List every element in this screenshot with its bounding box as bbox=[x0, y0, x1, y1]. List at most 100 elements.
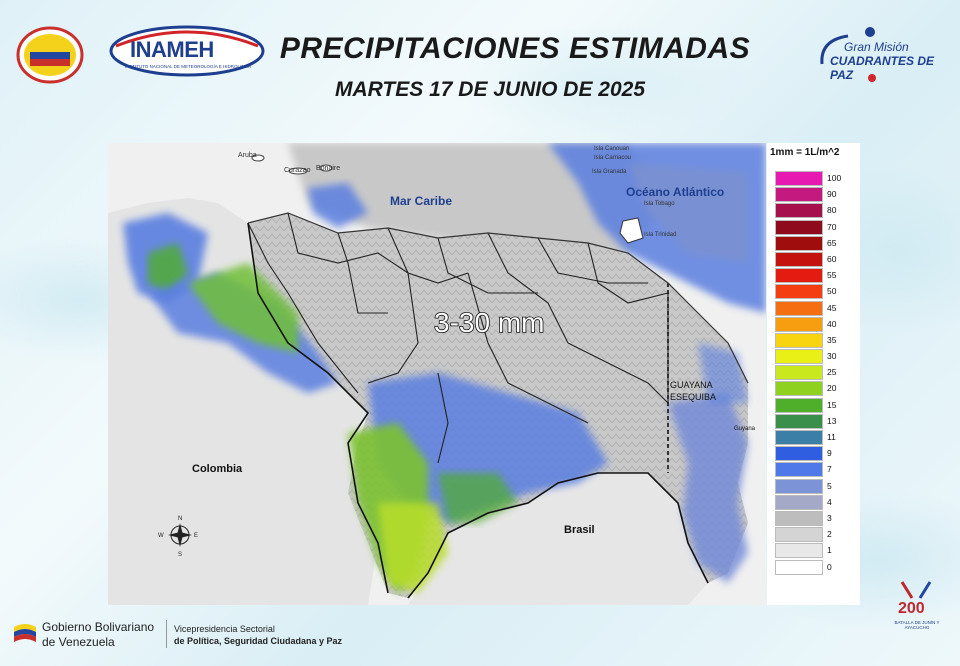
legend-row: 13 bbox=[775, 413, 836, 430]
legend-label: 90 bbox=[827, 189, 837, 200]
legend-label: 0 bbox=[827, 561, 832, 572]
compass-e: E bbox=[194, 533, 198, 539]
legend-swatch bbox=[775, 284, 823, 300]
legend-label: 4 bbox=[827, 496, 832, 507]
legend-row: 90 bbox=[775, 187, 836, 203]
bicentennial-number: 200 bbox=[898, 600, 925, 617]
legend-label: 60 bbox=[827, 253, 837, 264]
label-canouan: Isla Canouan bbox=[594, 146, 629, 152]
country-borders bbox=[247, 222, 709, 599]
rain-zulia-green bbox=[148, 243, 188, 293]
legend-swatch bbox=[775, 413, 823, 429]
precipitation-legend: 100 90 80 70 65 60 55 50 45 40 35 30 25 20 15 13 11 9 7 5 4 3… bbox=[775, 171, 841, 576]
legend-row: 30 bbox=[775, 349, 836, 365]
legend-row: 25 bbox=[775, 365, 836, 381]
venezuela-seal-logo bbox=[16, 26, 84, 84]
rain-amazonas-yellow bbox=[378, 503, 448, 593]
inameh-logo: INAMEH INSTITUTO NACIONAL DE METEOROLOGÍ… bbox=[108, 24, 266, 78]
legend-label: 1 bbox=[827, 545, 832, 556]
label-oceano-atlantico: Océano Atlántico bbox=[626, 185, 724, 199]
label-tobago: Isla Tobago bbox=[644, 201, 675, 207]
label-esequiba: ESEQUIBA bbox=[670, 392, 716, 402]
page-title: PRECIPITACIONES ESTIMADAS bbox=[279, 32, 751, 65]
state-borders bbox=[247, 212, 669, 464]
legend-row: 15 bbox=[775, 397, 836, 414]
legend-row: 20 bbox=[775, 381, 836, 397]
legend-label: 40 bbox=[827, 318, 837, 329]
legend-label: 55 bbox=[827, 270, 837, 281]
legend-row: 40 bbox=[775, 316, 836, 333]
legend-swatch bbox=[775, 219, 823, 235]
legend-row: 3 bbox=[775, 510, 832, 527]
label-guyana: Guyana bbox=[734, 426, 756, 432]
abc-islands bbox=[251, 154, 333, 175]
legend-label: 7 bbox=[827, 464, 832, 475]
legend-label: 30 bbox=[827, 351, 837, 362]
compass-w: W bbox=[158, 533, 164, 539]
legend-label: 9 bbox=[827, 448, 832, 459]
legend-label: 100 bbox=[827, 173, 842, 183]
vice-line2: de Política, Seguridad Ciudadana y Paz bbox=[174, 636, 343, 646]
legend-label: 35 bbox=[827, 334, 837, 345]
legend-swatch bbox=[775, 527, 823, 543]
legend-label: 3 bbox=[827, 512, 832, 523]
label-brasil: Brasil bbox=[564, 524, 595, 536]
precipitation-map: Aruba Curazao Bonaire Isla Canouan Isla … bbox=[108, 143, 766, 605]
label-mar-caribe: Mar Caribe bbox=[390, 194, 452, 208]
brasil-land bbox=[408, 473, 708, 605]
legend-swatch bbox=[775, 430, 823, 445]
legend-label: 13 bbox=[827, 415, 837, 426]
inameh-logo-text: INAMEH bbox=[130, 37, 214, 62]
legend-label: 20 bbox=[827, 383, 837, 394]
legend-row: 80 bbox=[775, 203, 836, 219]
legend-row: 45 bbox=[775, 300, 836, 317]
legend-row: 70 bbox=[775, 219, 836, 236]
legend-swatch bbox=[775, 478, 823, 494]
gob-line1: Gobierno Bolivariano bbox=[42, 620, 155, 634]
gran-mision-line1: Gran Misión bbox=[844, 40, 909, 54]
venezuela-flag-icon bbox=[14, 624, 36, 642]
label-guayana: GUAYANA bbox=[670, 380, 713, 390]
legend-swatch bbox=[775, 187, 823, 203]
legend-unit-note: 1mm = 1L/m^2 bbox=[770, 147, 840, 158]
label-curazao: Curazao bbox=[284, 167, 311, 174]
legend-label: 15 bbox=[827, 399, 837, 410]
legend-swatch bbox=[775, 268, 823, 284]
coastline bbox=[247, 212, 749, 384]
legend-swatch bbox=[775, 203, 823, 219]
precipitation-range-label: 3-30 mm bbox=[434, 307, 544, 338]
legend-label: 25 bbox=[827, 367, 837, 378]
compass-rose-icon: N S E W bbox=[158, 516, 198, 558]
legend-row: 2 bbox=[775, 527, 832, 543]
bicentennial-subtitle: BATALLA DE JUNÍN Y AYACUCHO bbox=[894, 620, 940, 630]
legend-label: 45 bbox=[827, 302, 837, 313]
rain-guayana-blue bbox=[668, 393, 748, 583]
bicentennial-logo: 200 BATALLA DE JUNÍN Y AYACUCHO bbox=[890, 578, 942, 644]
label-bonaire: Bonaire bbox=[316, 165, 340, 172]
legend-label: 2 bbox=[827, 529, 832, 540]
gran-mision-logo: Gran Misión CUADRANTES DE PAZ bbox=[800, 24, 950, 84]
legend-swatch bbox=[775, 462, 823, 478]
legend-row: 65 bbox=[775, 235, 836, 252]
rain-caribbean-patch bbox=[308, 183, 368, 228]
atlantic-rain-light bbox=[628, 163, 748, 263]
gobierno-bolivariano-logo: Gobierno Bolivariano de Venezuela bbox=[12, 618, 162, 650]
gran-mision-line2: CUADRANTES DE PAZ bbox=[830, 54, 935, 82]
legend-swatch bbox=[775, 559, 823, 575]
footer-divider bbox=[166, 620, 167, 648]
legend-row: 60 bbox=[775, 251, 836, 268]
legend-row: 35 bbox=[775, 332, 836, 349]
legend-label: 11 bbox=[827, 432, 836, 442]
legend-row: 0 bbox=[775, 559, 832, 576]
legend-row: 7 bbox=[775, 462, 832, 478]
legend-row: 50 bbox=[775, 284, 836, 300]
forecast-date: MARTES 17 DE JUNIO DE 2025 bbox=[334, 78, 646, 101]
trinidad-island bbox=[619, 217, 644, 244]
legend-swatch bbox=[775, 494, 823, 510]
legend-row: 100 bbox=[775, 171, 841, 187]
legend-label: 80 bbox=[827, 205, 837, 216]
legend-swatch bbox=[775, 316, 823, 332]
legend-swatch bbox=[775, 171, 823, 186]
label-carriacou: Isla Carriacou bbox=[594, 155, 631, 161]
legend-row: 4 bbox=[775, 494, 832, 511]
